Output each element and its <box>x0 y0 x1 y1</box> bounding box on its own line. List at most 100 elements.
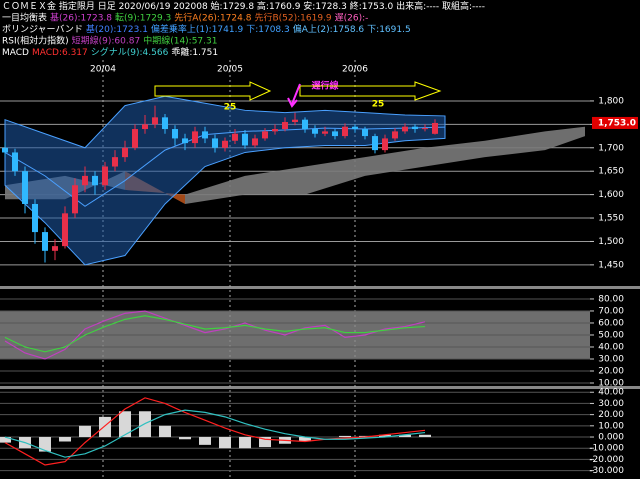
header-segment: 一目均衡表 <box>2 11 47 23</box>
histogram-bar <box>299 437 311 442</box>
y-tick-label: 40.00 <box>598 388 624 398</box>
candle-body <box>52 246 58 251</box>
candle-body <box>422 128 428 130</box>
header-segment: 中期線(14):57.31 <box>143 34 217 46</box>
y-tick-label: 20.00 <box>598 366 624 376</box>
candle-body <box>162 117 168 130</box>
y-tick-label: 1,700 <box>598 143 624 153</box>
histogram-bar <box>199 437 211 445</box>
cloud <box>365 147 425 176</box>
annotation: 25 <box>372 100 385 110</box>
histogram-bar <box>419 434 431 438</box>
histogram-bar <box>399 434 411 438</box>
y-tick-label: 30.00 <box>598 354 624 364</box>
header-line: RSI(相対力指数) 短期線(9):60.87 中期線(14):57.31 <box>2 34 217 46</box>
candle-body <box>322 131 328 134</box>
y-tick-label: -30.000 <box>589 466 624 476</box>
candle-body <box>212 138 218 148</box>
header-line: 一目均衡表 基(26):1723.8 転(9):1729.3 先行A(26):1724… <box>2 11 368 23</box>
candle-body <box>352 126 358 130</box>
candle-body <box>92 175 98 186</box>
arrow <box>299 81 442 101</box>
last-price-box <box>592 116 638 129</box>
header-segment: 遅(26):- <box>335 12 369 23</box>
series-line <box>4 397 426 466</box>
header-segment: MACD <box>2 48 29 58</box>
histogram-bar <box>119 411 131 438</box>
candle-body <box>42 232 48 251</box>
cloud <box>185 175 245 204</box>
histogram-bar <box>159 425 171 438</box>
header-segment: 下:1708.3 <box>246 25 290 35</box>
candle-body <box>2 147 8 153</box>
y-tick-label: 1,550 <box>598 214 624 224</box>
y-tick-label: 1,650 <box>598 167 624 177</box>
candle-body <box>332 131 338 137</box>
candle-body <box>292 119 298 123</box>
y-tick-label: -10.000 <box>589 444 624 454</box>
candle-body <box>242 133 248 146</box>
histogram-bar <box>79 425 91 438</box>
header-segment: 短期線(9):60.87 <box>72 34 141 46</box>
header-segment: シグナル(9):4.566 <box>91 46 169 58</box>
cloud <box>425 140 485 167</box>
y-tick-label: 40.00 <box>598 342 624 352</box>
x-tick-label: 20/04 <box>90 65 116 75</box>
candle-body <box>172 129 178 139</box>
y-tick-label: 50.00 <box>598 330 624 340</box>
candle-body <box>362 129 368 137</box>
header-segment: 偏A上(2):1758.6 <box>293 23 365 35</box>
header-segment: 基(20):1723.1 <box>86 23 148 35</box>
y-tick-label: 20.00 <box>598 410 624 420</box>
candle-body <box>182 138 188 144</box>
candle-body <box>432 122 438 134</box>
cloud <box>305 157 365 195</box>
candle-body <box>342 126 348 137</box>
y-tick-label: -20.000 <box>589 455 624 465</box>
separator <box>0 386 640 389</box>
candle-body <box>392 131 398 139</box>
candle-body <box>112 157 118 167</box>
histogram-bar <box>99 416 111 438</box>
header-segment: 転(9):1729.3 <box>115 12 171 23</box>
last-price-label: 1,753.0 <box>598 118 636 128</box>
histogram-bar <box>39 437 51 452</box>
histogram-bar <box>239 437 251 449</box>
header-segment: 先行B(52):1619.9 <box>254 11 331 23</box>
y-tick-label: 80.00 <box>598 294 624 304</box>
series-line <box>4 315 426 353</box>
candle-body <box>372 136 378 151</box>
candle-body <box>302 119 308 130</box>
series-line <box>4 310 426 360</box>
histogram-bar <box>339 435 351 438</box>
separator <box>0 286 640 289</box>
candle-body <box>22 171 28 204</box>
candle-body <box>12 152 18 172</box>
y-tick-label: 1,800 <box>598 96 624 106</box>
candle-body <box>102 166 108 186</box>
cloud <box>485 131 545 158</box>
candle-body <box>312 129 318 134</box>
candle-body <box>82 175 88 186</box>
y-tick-label: 1,500 <box>598 237 624 247</box>
header-segment: 基(26):1723.8 <box>50 11 112 23</box>
histogram-bar <box>259 437 271 448</box>
histogram-bar <box>0 437 11 443</box>
candle-body <box>132 129 138 148</box>
candle-body <box>152 117 158 125</box>
candle-body <box>142 124 148 130</box>
header-line: ボリンジャーバンド 基(20):1723.1 偏差乗率上(1):1741.9 下:17… <box>2 23 411 35</box>
candle-body <box>72 185 78 214</box>
candle-body <box>32 203 38 233</box>
histogram-bar <box>179 437 191 440</box>
candle-body <box>272 129 278 132</box>
histogram-bar <box>59 437 71 442</box>
cloud <box>545 126 585 151</box>
header-segment: RSI(相対力指数) <box>2 34 69 46</box>
candle-body <box>122 147 128 158</box>
arrow <box>287 83 301 108</box>
header-segment: 下:1691.5 <box>367 25 411 35</box>
y-tick-label: 0.000 <box>598 433 624 443</box>
y-tick-label: 1,450 <box>598 260 624 270</box>
